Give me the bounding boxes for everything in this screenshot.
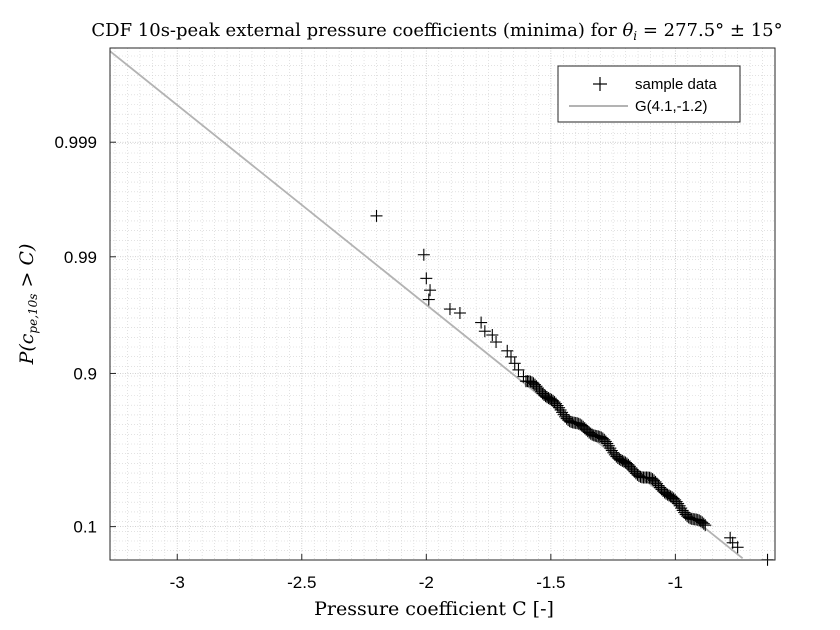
data-point-12 [504, 350, 517, 363]
data-point-14 [512, 363, 525, 376]
plot-area [110, 48, 775, 560]
y-tick-label-1: 0.9 [73, 364, 97, 383]
x-axis-label: Pressure coefficient C [-] [314, 598, 554, 620]
data-point-76 [604, 442, 617, 455]
x-tick-label-4: -1 [668, 573, 683, 592]
x-tick-label-1: -2.5 [287, 573, 316, 592]
data-point-1 [417, 248, 430, 261]
y-axis-label: P(cpe,10s > C) [16, 244, 40, 366]
data-point-13 [508, 357, 521, 370]
data-point-7 [475, 316, 488, 329]
legend-marker-sample-data [593, 77, 607, 91]
data-point-5 [443, 303, 456, 316]
data-point-43 [554, 403, 567, 416]
data-point-9 [486, 329, 499, 342]
x-axis-ticks: -3 -2.5 -2 -1.5 -1 [170, 554, 683, 592]
data-point-10 [490, 336, 503, 349]
data-point-3 [424, 284, 437, 297]
y-axis-ticks: 0.1 0.9 0.99 0.999 [54, 133, 116, 537]
sample-data-points [370, 209, 774, 566]
legend-label-sample-data: sample data [635, 76, 717, 93]
data-point-4 [422, 293, 435, 306]
minor-grid [110, 48, 776, 560]
legend-box [557, 65, 741, 123]
x-tick-label-3: -1.5 [536, 573, 565, 592]
chart-title: CDF 10s-peak external pressure coefficie… [91, 20, 782, 43]
data-point-6 [453, 307, 466, 320]
data-point-11 [501, 344, 514, 357]
x-tick-label-2: -2 [419, 573, 434, 592]
data-point-42 [553, 401, 566, 414]
data-point-16 [724, 531, 737, 544]
data-point-8 [478, 325, 491, 338]
x-tick-label-0: -3 [170, 573, 185, 592]
legend-label-fit-line: G(4.1,-1.2) [635, 98, 708, 115]
data-point-74 [601, 437, 614, 450]
data-point-0 [370, 209, 383, 222]
data-point-75 [602, 439, 615, 452]
data-point-18 [731, 541, 744, 554]
data-point-137 [696, 516, 709, 529]
y-tick-label-3: 0.999 [54, 133, 97, 152]
plot-frame [109, 47, 776, 561]
major-grid [110, 48, 775, 560]
data-point-122 [673, 499, 686, 512]
y-tick-label-0: 0.1 [73, 518, 97, 537]
legend: sample data G(4.1,-1.2) [557, 65, 741, 123]
data-point-2 [420, 272, 433, 285]
data-point-138 [697, 517, 710, 530]
data-point-139 [699, 519, 712, 532]
y-tick-label-2: 0.99 [64, 248, 97, 267]
